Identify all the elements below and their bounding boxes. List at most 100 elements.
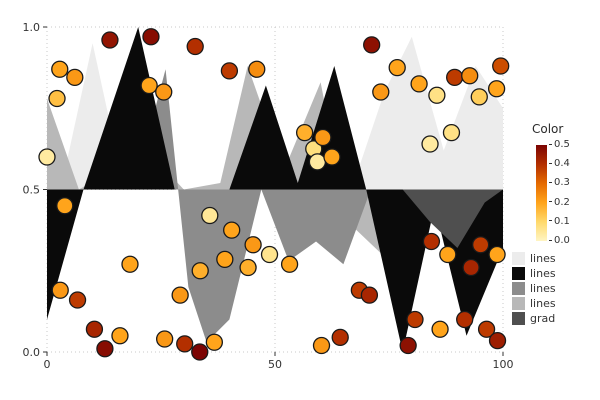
legend-swatch [512,297,525,310]
scatter-point [239,258,257,277]
scatter-point [446,68,464,87]
scatter-point [461,67,479,85]
scatter-point [176,335,194,353]
legend-item-label: lines [530,282,556,295]
x-tick-label: 100 [493,358,514,371]
scatter-group [38,28,510,361]
legend-swatch [512,282,525,295]
area-series-lines [110,69,371,343]
colorbar-tick-text: 0.3 [554,177,570,189]
scatter-point [470,88,488,106]
scatter-point [51,60,69,78]
scatter-point [410,75,428,93]
y-tick-label: 0.5 [23,184,41,197]
axis-ticks: 0 50 100 0.0 0.5 1.0 [23,21,514,371]
scatter-point [280,255,299,273]
scatter-point [314,128,332,147]
colorbar-tick-mark [549,220,552,222]
scatter-point [48,89,66,108]
legend-item-label: lines [530,297,556,310]
area-series-grad [402,189,503,248]
colorbar-tick-mark [549,143,552,145]
colorbar-tick-text: 0.2 [554,196,570,208]
area-series-lines [47,36,503,190]
scatter-point [308,153,327,171]
scatter-point [38,148,56,166]
scatter-point [363,36,381,54]
scatter-point [140,76,158,95]
y-tick-label: 1.0 [23,21,41,34]
scatter-point [216,250,234,269]
scatter-point [111,327,129,345]
scatter-point [488,245,506,264]
scatter-point [155,330,174,348]
scatter-point [399,336,417,355]
scatter-point [56,197,74,215]
scatter-point [171,286,189,304]
colorbar: 0.5 0.4 0.3 0.2 0.1 0.0 [536,140,598,246]
colorbar-tick-label: 0.3 [549,178,570,188]
x-tick-label: 50 [268,358,282,371]
colorbar-tick-label: 0.1 [549,215,570,227]
scatter-point [421,135,439,153]
scatter-point [220,62,239,80]
legend-item-label: lines [530,267,556,280]
scatter-point [323,148,341,166]
colorbar-tick-text: 0.4 [554,158,570,170]
colorbar-tick-text: 0.0 [554,235,570,246]
colorbar-tick-label: 0.4 [549,159,570,169]
scatter-point [462,258,480,277]
scatter-point [66,68,84,87]
scatter-point [191,343,209,361]
scatter-point [186,37,204,56]
scatter-point [68,291,87,309]
colorbar-tick-mark [549,162,552,164]
scatter-point [331,328,349,347]
x-tick-label: 0 [44,358,51,371]
scatter-point [223,221,241,239]
legend-title: Color [532,122,564,136]
scatter-point [488,331,507,350]
scatter-point [96,340,114,358]
scatter-point [472,236,490,254]
scatter-point [439,245,457,264]
scatter-point [487,80,506,98]
scatter-point [360,286,379,304]
scatter-point [244,236,262,254]
scatter-point [85,320,104,338]
legend-item: lines [512,296,598,311]
scatter-point [388,58,406,77]
legend-item: lines [512,251,598,266]
scatter-point [422,232,441,251]
scatter-point [428,86,446,104]
scatter-point [191,262,209,280]
legend-swatch [512,312,525,325]
legend-item-label: grad [530,312,556,325]
scatter-point [295,123,314,142]
scatter-point [431,320,449,338]
scatter-point [142,28,160,46]
scatter-point [442,123,461,142]
colorbar-tick-text: 0.1 [554,215,570,227]
colorbar-tick-mark [549,239,552,241]
scatter-point [201,206,219,225]
colorbar-tick-mark [549,181,552,183]
colorbar-tick-label: 0.2 [549,196,570,208]
legend-item: lines [512,281,598,296]
scatter-point [372,83,390,101]
scatter-point [101,31,119,49]
colorbar-gradient [536,145,547,241]
scatter-point [456,310,474,329]
scatter-point [312,336,331,355]
scatter-point [477,320,496,338]
scatter-point [492,57,510,75]
legend-swatch [512,252,525,265]
legend: Color 0.5 0.4 0.3 0.2 0.1 0.0 lines lines lines… [512,122,598,326]
scatter-point [121,255,139,273]
scatter-point [248,60,266,78]
legend-items: lines lines lines lines grad [512,251,598,326]
colorbar-tick-label: 0.5 [549,140,570,150]
colorbar-tick-label: 0.0 [549,236,570,246]
